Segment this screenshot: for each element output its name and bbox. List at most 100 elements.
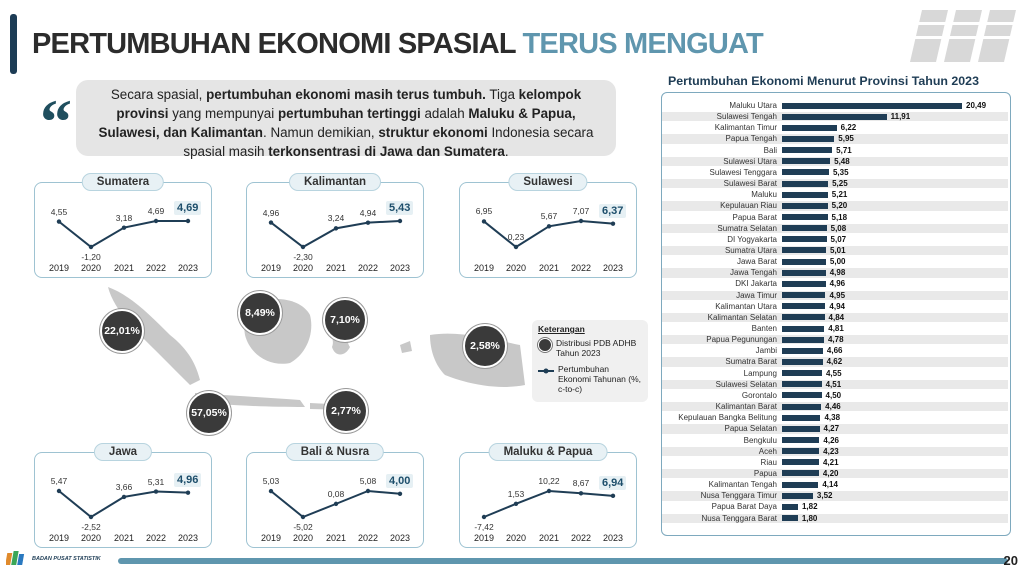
bar-row: Jawa Barat 5,00 [662, 257, 1008, 266]
year-label: 2019 [473, 263, 495, 273]
legend: Keterangan Distribusi PDB ADHB Tahun 202… [532, 320, 648, 402]
region-card-kalimantan: Kalimantan 4,96 -2,30 3,24 4,94 5,43 2019 2020 2… [246, 173, 424, 278]
bar-category-label: Papua Pegunungan [706, 335, 777, 345]
bar-category-label: Sulawesi Tenggara [709, 167, 777, 177]
bar-row: Nusa Tenggara Timur 3,52 [662, 491, 1008, 501]
bar-category-label: Sumatra Selatan [717, 223, 777, 233]
growth-point [56, 219, 62, 224]
value-label: 3,66 [115, 481, 133, 492]
value-label: 4,96 [262, 207, 280, 218]
bar-value-label: 4,51 [825, 379, 842, 389]
growth-point [153, 218, 159, 224]
year-label: 2022 [145, 263, 167, 273]
year-label: 2023 [177, 533, 199, 543]
growth-point [481, 514, 487, 520]
bar [782, 113, 887, 120]
bar-value-label: 11,91 [890, 112, 911, 122]
year-label: 2023 [389, 533, 411, 543]
bar-category-label: Sulawesi Barat [723, 179, 777, 189]
value-label: 5,03 [262, 476, 280, 487]
year-label: 2020 [292, 263, 314, 273]
value-label: -7,42 [474, 522, 494, 532]
region-card-bali-nusra: Bali & Nusra 5,03 -5,02 0,08 5,08 4,00 2019 202… [246, 443, 424, 548]
growth-point [481, 219, 487, 224]
bar-value-label: 4,96 [829, 279, 846, 289]
bar-category-label: Aceh [758, 446, 777, 456]
bar-category-label: Bengkulu [743, 435, 777, 445]
bar-value-label: 5,18 [831, 212, 848, 222]
bar-category-label: Nusa Tenggara Timur [700, 491, 777, 501]
year-label: 2021 [113, 533, 135, 543]
bar-value-label: 4,81 [828, 324, 844, 333]
bar [782, 169, 829, 176]
year-label: 2021 [538, 263, 560, 273]
growth-point [56, 488, 62, 494]
bar-row: Kalimantan Barat 4,46 [662, 402, 1008, 412]
region-title: Maluku & Papua [488, 443, 608, 461]
bubble-label: 22,01% [104, 325, 140, 337]
bar-category-label: Papua Barat Daya [711, 502, 777, 512]
bar-category-label: Jawa Barat [736, 257, 777, 267]
bar-row: Maluku 5,21 [662, 190, 1008, 199]
bar-category-label: Kalimantan Utara [715, 301, 777, 311]
growth-point [397, 218, 403, 224]
bar-category-label: DI Yogyakarta [727, 234, 777, 244]
value-label: -2,30 [293, 252, 313, 262]
year-label: 2019 [473, 533, 495, 543]
bar [782, 135, 835, 142]
bar-category-label: Riau [760, 457, 777, 467]
bar-value-label: 4,78 [827, 335, 844, 345]
bar-row: Kalimantan Utara 4,94 [662, 302, 1008, 311]
bar [782, 347, 823, 354]
bar [782, 247, 826, 254]
bar [782, 158, 831, 165]
title-part1: PERTUMBUHAN EKONOMI SPASIAL [32, 28, 516, 60]
growth-point [513, 244, 519, 250]
bar-value-label: 4,66 [826, 346, 843, 356]
bar-category-label: Lampung [743, 368, 777, 378]
bubble-label: 57,05% [191, 407, 227, 419]
year-label: 2019 [48, 533, 70, 543]
bps-stripes-logo-icon [908, 10, 1020, 62]
growth-point [365, 488, 371, 494]
footer-org: BADAN PUSAT STATISTIK [32, 556, 101, 562]
bar-row: Kepulauan Bangka Belitung 4,38 [662, 413, 1008, 422]
bar-category-label: Sulawesi Utara [723, 156, 777, 166]
bar-row: Sulawesi Utara 5,48 [662, 156, 1008, 166]
bar-category-label: Kalimantan Timur [714, 123, 777, 133]
growth-point [88, 244, 94, 250]
bar-value-label: 5,20 [831, 201, 848, 211]
region-line-chart [56, 488, 191, 520]
growth-point [153, 489, 159, 494]
bar [782, 147, 833, 154]
bar-value-label: 4,46 [825, 402, 841, 412]
bar-category-label: Jawa Tengah [730, 268, 777, 278]
bubble-sulawesi: 7,10% [323, 298, 367, 342]
year-label: 2022 [145, 533, 167, 543]
bar-row: Sulawesi Barat 5,25 [662, 179, 1008, 189]
bar-value-label: 20,49 [966, 101, 987, 110]
region-line-chart [56, 218, 191, 250]
growth-point [546, 488, 552, 494]
value-label: 5,31 [147, 476, 165, 487]
bar-row: Kalimantan Selatan 4,84 [662, 312, 1008, 323]
bar-value-label: 5,07 [830, 234, 847, 244]
value-label: 10,22 [538, 476, 560, 486]
bar-row: Papua 4,20 [662, 468, 1008, 479]
year-label: 2022 [570, 263, 592, 273]
bar-row: Sumatra Selatan 5,08 [662, 223, 1008, 233]
bar [782, 515, 798, 522]
bubble-label: 2,58% [470, 340, 500, 352]
growth-point [546, 224, 552, 229]
value-label: 0,08 [327, 488, 345, 499]
bar-row: Papua Barat 5,18 [662, 213, 1008, 222]
region-title: Sumatera [81, 173, 165, 191]
growth-point [333, 501, 339, 507]
bar-category-label: Kepulauan Bangka Belitung [678, 413, 777, 423]
year-label: 2020 [505, 263, 527, 273]
year-label: 2023 [602, 533, 624, 543]
bar-value-label: 5,48 [834, 156, 850, 166]
bar [782, 292, 826, 299]
latest-value-label: 4,69 [174, 201, 202, 215]
